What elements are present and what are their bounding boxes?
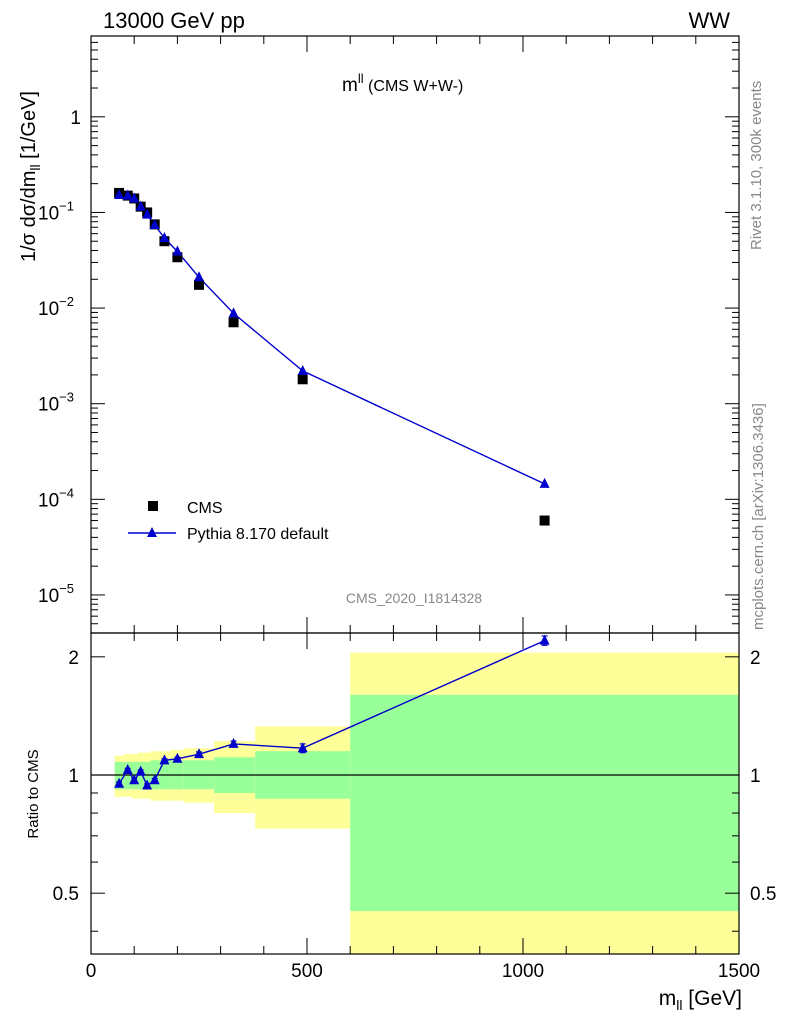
legend-pythia-label: Pythia 8.170 default (187, 526, 329, 543)
ratio-y-tick-label: 2 (68, 648, 79, 669)
cms-point (297, 374, 308, 385)
pythia-point (149, 218, 160, 229)
ratio-y-label: Ratio to CMS (25, 749, 42, 838)
legend: CMS Pythia 8.170 default (128, 500, 329, 543)
main-y-tick-label-base: 10 (38, 490, 59, 511)
ratio-frame (90, 632, 740, 955)
pythia-line (119, 194, 545, 485)
pythia-point (142, 208, 153, 219)
pythia-point (172, 245, 183, 256)
main-y-tick-label-base: 10 (38, 299, 59, 320)
main-y-tick-label-exp: −2 (59, 294, 74, 309)
main-y-label-main: 1/σ dσ/dm (18, 171, 40, 262)
ratio-y-tick-label-right: 2 (750, 648, 761, 669)
main-title-rest: (CMS W+W-) (364, 78, 464, 95)
ratio-x-tick-label: 0 (86, 961, 97, 982)
main-y-tick-label: 10−3 (38, 390, 74, 416)
ratio-pythia-point (149, 774, 160, 785)
main-title-m: m (342, 75, 358, 96)
pythia-point (539, 477, 550, 488)
analysis-id: CMS_2020_I1814328 (346, 590, 482, 606)
ratio-pythia-point (142, 779, 153, 790)
ratio-x-label: mll [GeV] (659, 987, 742, 1013)
pythia-point (129, 192, 140, 203)
cms-point (228, 317, 239, 328)
main-title-sup: ll (358, 71, 364, 86)
main-y-tick-label-base: 10 (38, 395, 59, 416)
ratio-pythia-point (122, 763, 133, 774)
pythia-point (228, 307, 239, 318)
ratio-x-axis: 0 500 1000 1500 (86, 633, 760, 982)
ratio-x-tick-label: 1500 (718, 961, 760, 982)
ratio-band-inner (350, 694, 739, 912)
ratio-pythia-point (194, 748, 204, 759)
main-y-tick-label-base: 10 (38, 203, 59, 224)
legend-pythia-marker (147, 527, 157, 537)
cms-point (539, 515, 550, 526)
main-series-layer (114, 187, 550, 526)
pythia-point (159, 232, 170, 243)
legend-cms-label: CMS (187, 500, 223, 517)
header-energy: 13000 GeV pp (103, 8, 245, 33)
pythia-point (194, 271, 204, 282)
ratio-pythia-point (135, 765, 146, 776)
main-y-tick-label: 10−1 (38, 198, 74, 224)
main-y-label: 1/σ dσ/dmll [1/GeV] (18, 91, 43, 262)
main-y-tick-label-base: 1 (70, 108, 81, 129)
main-y-label-sub: ll (27, 164, 43, 170)
header-process: WW (688, 8, 730, 33)
ratio-x-label-main: m (659, 987, 677, 1010)
ratio-pythia-point (114, 777, 125, 788)
ratio-series-layer (114, 634, 550, 790)
ratio-y-axis: 0.5 0.5 1 1 2 2 (53, 648, 776, 932)
main-y-tick-label-base: 10 (38, 586, 59, 607)
main-title: mll (CMS W+W-) (342, 71, 463, 96)
ratio-panel: 0.5 0.5 1 1 2 2 0 500 1000 1500 Ratio to CMS mll… (25, 632, 776, 1013)
main-y-axis: 10−510−410−310−210−11 (38, 35, 739, 634)
ratio-y-tick-label: 1 (68, 766, 79, 787)
main-y-tick-label: 10−2 (38, 294, 74, 320)
ratio-pythia-point (172, 752, 183, 763)
ratio-x-tick-label: 500 (291, 961, 323, 982)
ratio-uncertainty-bands (114, 652, 739, 954)
ratio-x-tick-label: 1000 (502, 961, 544, 982)
main-y-tick-label-exp: −5 (59, 581, 74, 596)
cms-point (172, 252, 183, 263)
main-y-tick-label-exp: −3 (59, 390, 74, 405)
ratio-pythia-point (129, 774, 140, 785)
ratio-y-tick-label-right: 1 (750, 766, 761, 787)
legend-cms-marker (148, 501, 158, 511)
main-y-tick-label: 1 (70, 108, 81, 129)
main-y-tick-label: 10−4 (38, 485, 74, 511)
ratio-y-tick-label: 0.5 (53, 884, 79, 905)
ratio-pythia-point (228, 737, 239, 748)
mcplots-label: mcplots.cern.ch [arXiv:1306.3436] (750, 403, 767, 630)
ratio-x-label-sub: ll (676, 997, 682, 1013)
ratio-y-tick-label-right: 0.5 (750, 884, 776, 905)
ratio-pythia-point (297, 742, 308, 753)
main-y-tick-label-exp: −1 (59, 198, 74, 213)
ratio-x-label-unit: [GeV] (682, 987, 742, 1010)
main-y-tick-label-exp: −4 (59, 485, 74, 500)
ratio-pythia-point (539, 634, 550, 645)
main-y-tick-label: 10−5 (38, 581, 74, 607)
rivet-label: Rivet 3.1.10, 300k events (748, 81, 765, 250)
main-y-label-unit: [1/GeV] (18, 91, 40, 164)
pythia-point (135, 200, 146, 211)
pythia-point (297, 364, 308, 375)
ratio-pythia-point (159, 754, 170, 765)
pythia-point (122, 189, 133, 200)
main-x-ticks (90, 36, 740, 633)
cms-point (194, 279, 204, 290)
pythia-point (114, 189, 125, 200)
main-frame (90, 35, 740, 634)
main-panel: 10−510−410−310−210−11 mll (CMS W+W-) 1/σ… (18, 35, 740, 634)
